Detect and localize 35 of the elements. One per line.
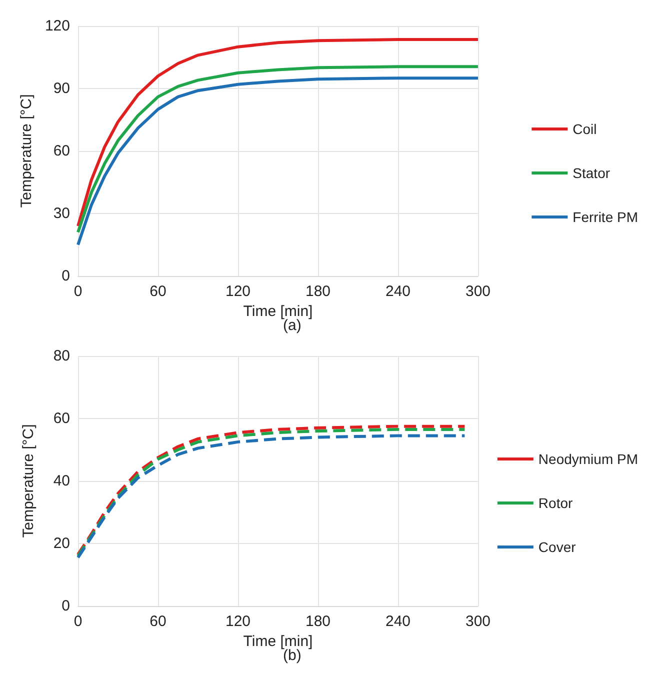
y-tick-label: 0 xyxy=(62,598,70,614)
legend-label: Stator xyxy=(572,165,610,181)
x-tick-label: 300 xyxy=(465,613,491,630)
y-tick-label: 60 xyxy=(53,410,70,427)
x-tick-label: 60 xyxy=(150,613,166,630)
y-tick-label: 60 xyxy=(53,142,70,160)
x-tick-label: 120 xyxy=(225,613,251,630)
y-tick-label: 120 xyxy=(44,18,70,34)
legend-label: Coil xyxy=(572,121,597,137)
x-tick-label: 180 xyxy=(305,613,331,630)
legend-label: Neodymium PM xyxy=(538,451,638,467)
y-tick-label: 40 xyxy=(53,472,70,490)
y-tick-label: 20 xyxy=(53,535,70,552)
x-tick-label: 240 xyxy=(385,613,411,630)
x-tick-label: 120 xyxy=(225,283,251,300)
legend-label: Rotor xyxy=(538,495,573,511)
y-tick-label: 90 xyxy=(53,80,70,97)
text: (a) xyxy=(283,317,302,334)
x-tick-label: 60 xyxy=(150,283,166,300)
y-tick-label: 80 xyxy=(53,348,70,364)
x-tick-label: 180 xyxy=(305,283,331,300)
x-axis-title: Time [min] xyxy=(243,302,313,320)
x-tick-label: 0 xyxy=(74,613,82,630)
y-tick-label: 0 xyxy=(62,268,70,284)
y-tick-label: 30 xyxy=(53,205,70,222)
x-tick-label: 0 xyxy=(74,283,82,300)
legend-label: Ferrite PM xyxy=(572,209,638,225)
x-axis-title: Time [min] xyxy=(243,632,313,650)
x-tick-label: 240 xyxy=(385,283,411,300)
y-axis-title: Temperature [°C] xyxy=(20,424,37,538)
y-axis-title: Temperature [°C] xyxy=(18,94,36,208)
line-series xyxy=(76,38,480,228)
x-tick-label: 300 xyxy=(465,283,491,300)
text: (b) xyxy=(283,647,302,664)
legend-label: Cover xyxy=(538,539,576,555)
